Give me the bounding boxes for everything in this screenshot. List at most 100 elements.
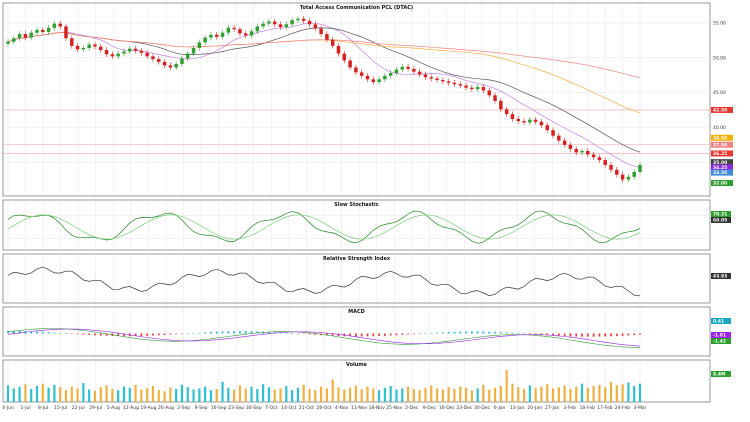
x-tick-label: 7-Oct (265, 405, 278, 411)
volume-bar (586, 387, 589, 402)
indicator-tag-box (711, 332, 731, 338)
candle-body (638, 164, 642, 172)
volume-bar (401, 388, 404, 402)
volume-bar (354, 385, 357, 402)
price-tag-label: 37.50 (713, 142, 727, 148)
volume-bar (70, 386, 73, 402)
candle-body (104, 50, 109, 55)
candle-body (23, 34, 28, 38)
macd-hist-bar (285, 332, 288, 334)
candle-body (284, 24, 289, 28)
macd-hist-bar (360, 333, 363, 337)
pane-stoch (2, 199, 711, 251)
volume-bar (580, 383, 584, 402)
candle-body (145, 52, 149, 57)
macd-hist-bar (581, 333, 583, 337)
price-tag-box (711, 134, 733, 141)
macd-hist-bar (430, 332, 433, 334)
volume-bar (30, 388, 33, 402)
price-tag-box (711, 169, 733, 176)
macd-hist-bar (215, 331, 218, 334)
ma-10-line (7, 22, 641, 168)
candle-body (516, 118, 520, 122)
volume-bar (604, 387, 607, 402)
candle-body (17, 34, 22, 39)
pane-title-rsi: Relative Strength Index (323, 256, 391, 262)
volume-bar (308, 388, 311, 402)
x-tick-label: 21-Oct (299, 405, 314, 411)
macd-hist-bar (395, 333, 398, 336)
x-tick-label: 30-Sep (246, 405, 262, 411)
x-tick-label: 3-Mar (634, 405, 647, 411)
volume-bar (314, 390, 317, 402)
volume-bar (569, 388, 572, 402)
candle-body (301, 18, 306, 21)
volume-bar (435, 388, 439, 402)
volume-bar (186, 387, 189, 402)
candle-body (365, 75, 370, 80)
volume-bar (476, 388, 479, 402)
candle-body (330, 39, 335, 46)
candle-body (383, 75, 387, 80)
macd-hist-bar (540, 333, 543, 335)
candle-body (475, 86, 480, 90)
x-tick-label: 2-Sep (177, 405, 190, 411)
volume-bar (522, 388, 526, 402)
volume-bar (53, 384, 56, 402)
macd-hist-bar (47, 332, 50, 334)
macd-hist-bar (302, 333, 305, 335)
candle-body (545, 125, 549, 131)
candle-body (12, 38, 16, 42)
macd-hist-bar (528, 333, 531, 335)
volume-bar (64, 390, 68, 402)
candle-body (214, 34, 219, 37)
candle-body (528, 119, 532, 123)
macd-hist-bar (239, 331, 241, 334)
candle-body (87, 44, 91, 48)
x-tick-label: 16-Dec (439, 405, 456, 411)
ma-100-line (7, 32, 641, 79)
volume-bar (18, 386, 21, 402)
candle-body (41, 29, 45, 32)
volume-bar (406, 386, 410, 402)
volume-bar (424, 387, 427, 402)
indicator-tag-box (711, 338, 731, 344)
candle-body (93, 44, 97, 47)
volume-bar (273, 389, 276, 402)
candle-body (371, 79, 376, 83)
candle-body (209, 34, 213, 38)
macd-hist-bar (569, 333, 572, 337)
macd-hist-bar (511, 332, 514, 334)
volume-bar (128, 387, 131, 402)
macd-hist-bar (610, 333, 612, 337)
macd-hist-bar (633, 333, 636, 336)
candle-body (243, 33, 248, 36)
volume-bar (140, 389, 143, 402)
x-tick-label: 11-Nov (351, 405, 367, 411)
x-tick-label: 4-Nov (335, 405, 349, 411)
macd-hist-bar (621, 333, 624, 336)
volume-bar (221, 381, 224, 402)
x-tick-label: 26-Aug (158, 405, 174, 411)
pane-title-stoch: Slow Stochastic (334, 202, 379, 208)
volume-bar (256, 388, 259, 402)
price-tick-label: 55.00 (713, 21, 726, 27)
candle-body (162, 61, 167, 66)
macd-hist-bar (227, 331, 230, 334)
macd-hist-bar (331, 333, 334, 336)
volume-bar (59, 387, 62, 402)
volume-bar (343, 389, 346, 402)
candle-body (157, 59, 161, 62)
volume-bar (76, 388, 79, 402)
candle-body (429, 77, 434, 79)
macd-hist-bar (123, 333, 125, 337)
volume-bar (262, 384, 265, 402)
x-tick-label: 8-Jul (38, 405, 48, 411)
x-tick-label: 25-Nov (386, 405, 402, 411)
macd-hist-bar (181, 333, 183, 335)
macd-hist-bar (615, 333, 618, 337)
macd-hist-bar (268, 331, 270, 334)
candle-body (267, 21, 271, 24)
macd-hist-bar (372, 333, 375, 337)
candle-body (278, 24, 283, 28)
